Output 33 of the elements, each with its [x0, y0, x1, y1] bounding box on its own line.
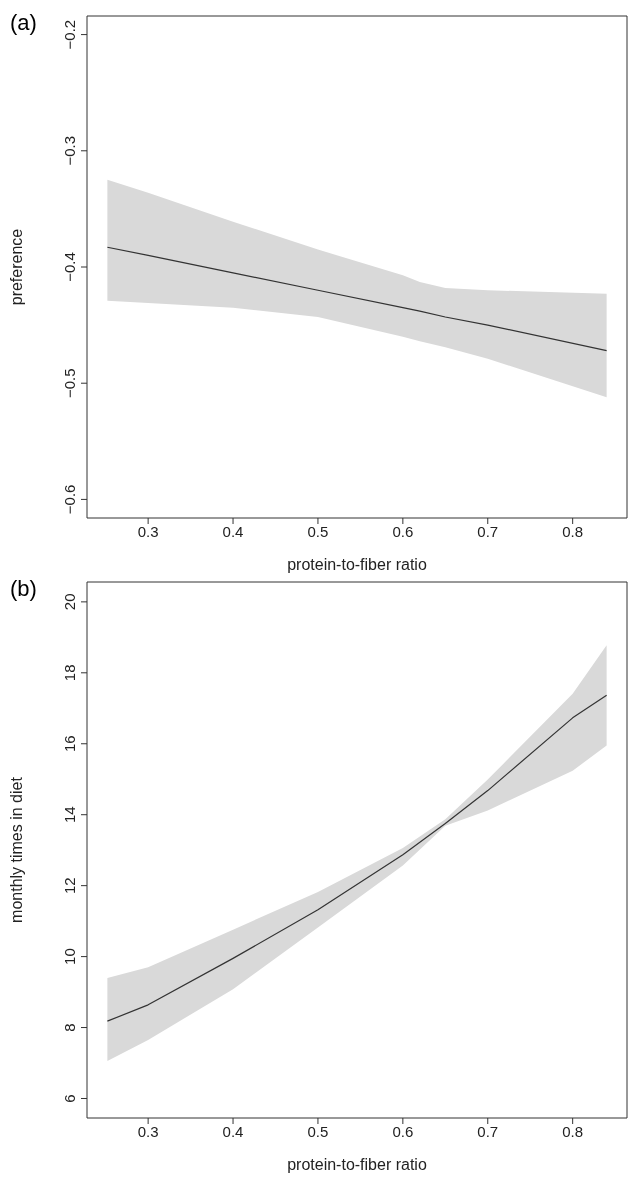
y-axis-title: monthly times in diet — [7, 776, 25, 923]
y-tick-label: 14 — [61, 806, 78, 824]
x-tick-label: 0.7 — [477, 522, 499, 540]
y-tick-label: 16 — [61, 735, 78, 753]
y-axis-title: preference — [7, 228, 25, 306]
x-tick-label: 0.7 — [477, 1122, 499, 1140]
x-tick-label: 0.8 — [562, 522, 584, 540]
x-tick-label: 0.3 — [137, 1122, 159, 1140]
y-tick-label: −0.2 — [61, 19, 78, 50]
y-tick-label: 12 — [61, 877, 78, 894]
x-tick-label: 0.6 — [392, 1122, 414, 1140]
x-tick-label: 0.6 — [392, 522, 414, 540]
x-tick-label: 0.5 — [307, 522, 329, 540]
y-tick-label: 18 — [61, 664, 78, 682]
line-series — [106, 246, 608, 352]
y-tick-label: 8 — [61, 1023, 78, 1032]
x-tick-label: 0.4 — [222, 1122, 244, 1140]
y-tick-label: −0.5 — [61, 368, 78, 399]
x-tick-label: 0.8 — [562, 1122, 584, 1140]
y-tick-label: 20 — [61, 593, 78, 611]
y-tick-label: −0.6 — [61, 484, 78, 515]
y-tick-label: −0.3 — [61, 135, 78, 166]
x-tick-label: 0.5 — [307, 1122, 329, 1140]
y-tick-label: −0.4 — [61, 252, 78, 282]
line-series — [106, 694, 608, 1022]
y-tick-label: 6 — [61, 1094, 78, 1103]
x-axis-title: protein-to-fiber ratio — [287, 556, 427, 573]
y-tick-label: 10 — [61, 948, 78, 965]
x-tick-label: 0.4 — [222, 522, 244, 540]
chart-title: (b) — [10, 576, 37, 602]
x-tick-label: 0.3 — [137, 522, 159, 540]
chart-title: (a) — [10, 10, 37, 36]
x-axis-title: protein-to-fiber ratio — [287, 1156, 427, 1173]
